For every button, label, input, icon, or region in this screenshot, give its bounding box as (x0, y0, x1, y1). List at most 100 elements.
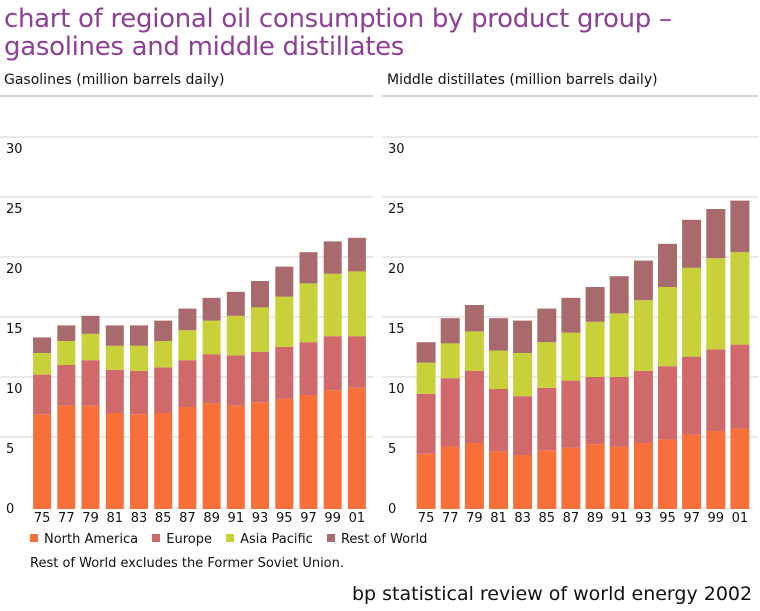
gasolines-bar-asia-pacific-87 (178, 330, 197, 361)
legend: North America Europe Asia Pacific Rest o… (30, 532, 437, 547)
middle-distillates-bar-north-america-91 (609, 446, 629, 509)
gasolines-bar-rest-of-world-99 (323, 241, 342, 274)
gasolines-bar-rest-of-world-81 (105, 325, 124, 346)
middle-distillates-bar-asia-pacific-01 (730, 252, 750, 345)
middle-distillates-bar-asia-pacific-79 (464, 331, 484, 371)
middle-distillates-y-tick-label: 30 (388, 142, 405, 157)
gasolines-bar-europe-87 (178, 360, 197, 407)
middle-distillates-bar-asia-pacific-91 (609, 313, 629, 377)
middle-distillates-y-tick-label: 15 (388, 322, 405, 337)
gasolines-x-tick-label: 99 (324, 511, 341, 526)
gasolines-bar-europe-83 (130, 371, 148, 415)
gasolines-x-tick-label: 89 (203, 511, 220, 526)
middle-distillates-bar-north-america-81 (489, 451, 508, 509)
gasolines-bar-europe-95 (275, 347, 294, 399)
legend-item-europe: Europe (152, 532, 212, 547)
legend-label-asia-pacific: Asia Pacific (240, 532, 313, 547)
middle-distillates-bar-rest-of-world-85 (537, 308, 557, 343)
middle-distillates-bar-asia-pacific-81 (489, 350, 508, 389)
middle-distillates-x-tick-label: 99 (708, 511, 725, 526)
middle-distillates-bar-north-america-75 (416, 453, 436, 509)
middle-distillates-bar-north-america-77 (440, 446, 460, 509)
middle-distillates-bar-rest-of-world-95 (658, 243, 677, 287)
gasolines-bar-rest-of-world-75 (33, 337, 52, 353)
gasolines-bar-europe-99 (323, 336, 342, 391)
gasolines-bar-europe-93 (251, 351, 269, 403)
gasolines-x-tick-label: 75 (34, 511, 51, 526)
gasolines-bar-europe-89 (202, 354, 221, 404)
gasolines-panel-title: Gasolines (million barrels daily) (4, 72, 225, 88)
gasolines-bar-asia-pacific-85 (154, 341, 173, 368)
middle-distillates-bar-rest-of-world-81 (489, 318, 508, 351)
middle-distillates-bar-asia-pacific-87 (561, 332, 581, 381)
middle-distillates-x-tick-label: 01 (732, 511, 749, 526)
middle-distillates-bar-north-america-89 (585, 444, 605, 509)
gasolines-bar-asia-pacific-97 (299, 283, 318, 343)
middle-distillates-bar-rest-of-world-77 (440, 318, 460, 344)
legend-swatch-asia-pacific (226, 534, 235, 542)
middle-distillates-bar-rest-of-world-89 (585, 287, 605, 322)
middle-distillates-bar-europe-99 (706, 349, 726, 431)
middle-distillates-panel-title: Middle distillates (million barrels dail… (387, 72, 658, 88)
middle-distillates-bar-rest-of-world-75 (416, 342, 436, 363)
gasolines-x-tick-label: 95 (276, 511, 293, 526)
gasolines-bar-europe-91 (226, 355, 245, 406)
source-footer: bp statistical review of world energy 20… (352, 583, 753, 605)
gasolines-bar-rest-of-world-97 (299, 252, 318, 284)
legend-item-north-america: North America (30, 532, 138, 547)
gasolines-bar-asia-pacific-81 (105, 345, 124, 370)
middle-distillates-bar-asia-pacific-75 (416, 362, 436, 394)
gasolines-y-tick-label: 20 (6, 262, 23, 277)
gasolines-bar-north-america-81 (105, 413, 124, 509)
middle-distillates-x-tick-label: 85 (539, 511, 556, 526)
gasolines-bar-asia-pacific-89 (202, 320, 221, 355)
middle-distillates-x-tick-label: 79 (466, 511, 483, 526)
gasolines-bar-north-america-77 (57, 405, 76, 509)
legend-swatch-north-america (30, 534, 38, 542)
gasolines-bar-north-america-97 (299, 395, 318, 509)
gasolines-bar-rest-of-world-01 (347, 237, 366, 272)
middle-distillates-y-tick-label: 5 (388, 442, 396, 457)
gasolines-bar-rest-of-world-93 (251, 281, 269, 308)
gasolines-y-tick-label: 15 (6, 322, 23, 337)
middle-distillates-bar-rest-of-world-83 (513, 320, 533, 353)
legend-label-north-america: North America (44, 532, 139, 547)
chart-title-line-1: chart of regional oil consumption by pro… (4, 4, 672, 34)
gasolines-x-tick-label: 81 (106, 511, 123, 526)
middle-distillates-bar-europe-79 (464, 371, 484, 443)
gasolines-bar-rest-of-world-91 (226, 291, 245, 316)
middle-distillates-bar-north-america-85 (537, 450, 557, 509)
gasolines-bar-north-america-75 (33, 414, 52, 509)
middle-distillates-y-tick-label: 20 (388, 262, 405, 277)
gasolines-bar-europe-85 (154, 367, 173, 413)
gasolines-bar-asia-pacific-93 (251, 307, 269, 352)
middle-distillates-bar-europe-75 (416, 393, 436, 454)
gasolines-bar-rest-of-world-89 (202, 297, 221, 321)
gasolines-y-tick-label: 5 (6, 442, 14, 457)
gasolines-bar-rest-of-world-79 (81, 315, 100, 334)
gasolines-y-tick-label: 25 (6, 202, 23, 217)
gasolines-x-tick-label: 93 (252, 511, 269, 526)
middle-distillates-x-tick-label: 91 (611, 511, 628, 526)
gasolines-bar-asia-pacific-01 (347, 271, 366, 337)
middle-distillates-bar-asia-pacific-77 (440, 343, 460, 379)
gasolines-bar-north-america-93 (251, 402, 269, 509)
middle-distillates-bar-north-america-87 (561, 447, 581, 509)
middle-distillates-bar-rest-of-world-91 (609, 276, 629, 314)
gasolines-bar-rest-of-world-85 (154, 320, 173, 341)
middle-distillates-bar-rest-of-world-93 (633, 260, 653, 301)
gasolines-y-tick-label: 10 (6, 382, 23, 397)
middle-distillates-x-tick-label: 93 (635, 511, 652, 526)
middle-distillates-x-tick-label: 75 (418, 511, 435, 526)
middle-distillates-bar-north-america-83 (513, 455, 533, 509)
gasolines-bar-north-america-01 (347, 387, 366, 509)
gasolines-bar-rest-of-world-77 (57, 325, 76, 341)
gasolines-bar-asia-pacific-83 (130, 345, 148, 371)
gasolines-x-tick-label: 83 (131, 511, 148, 526)
gasolines-x-tick-label: 79 (82, 511, 99, 526)
gasolines-bar-north-america-99 (323, 390, 342, 509)
gasolines-bar-rest-of-world-95 (275, 266, 294, 297)
gasolines-x-tick-label: 91 (228, 511, 245, 526)
gasolines-x-tick-label: 97 (300, 511, 317, 526)
